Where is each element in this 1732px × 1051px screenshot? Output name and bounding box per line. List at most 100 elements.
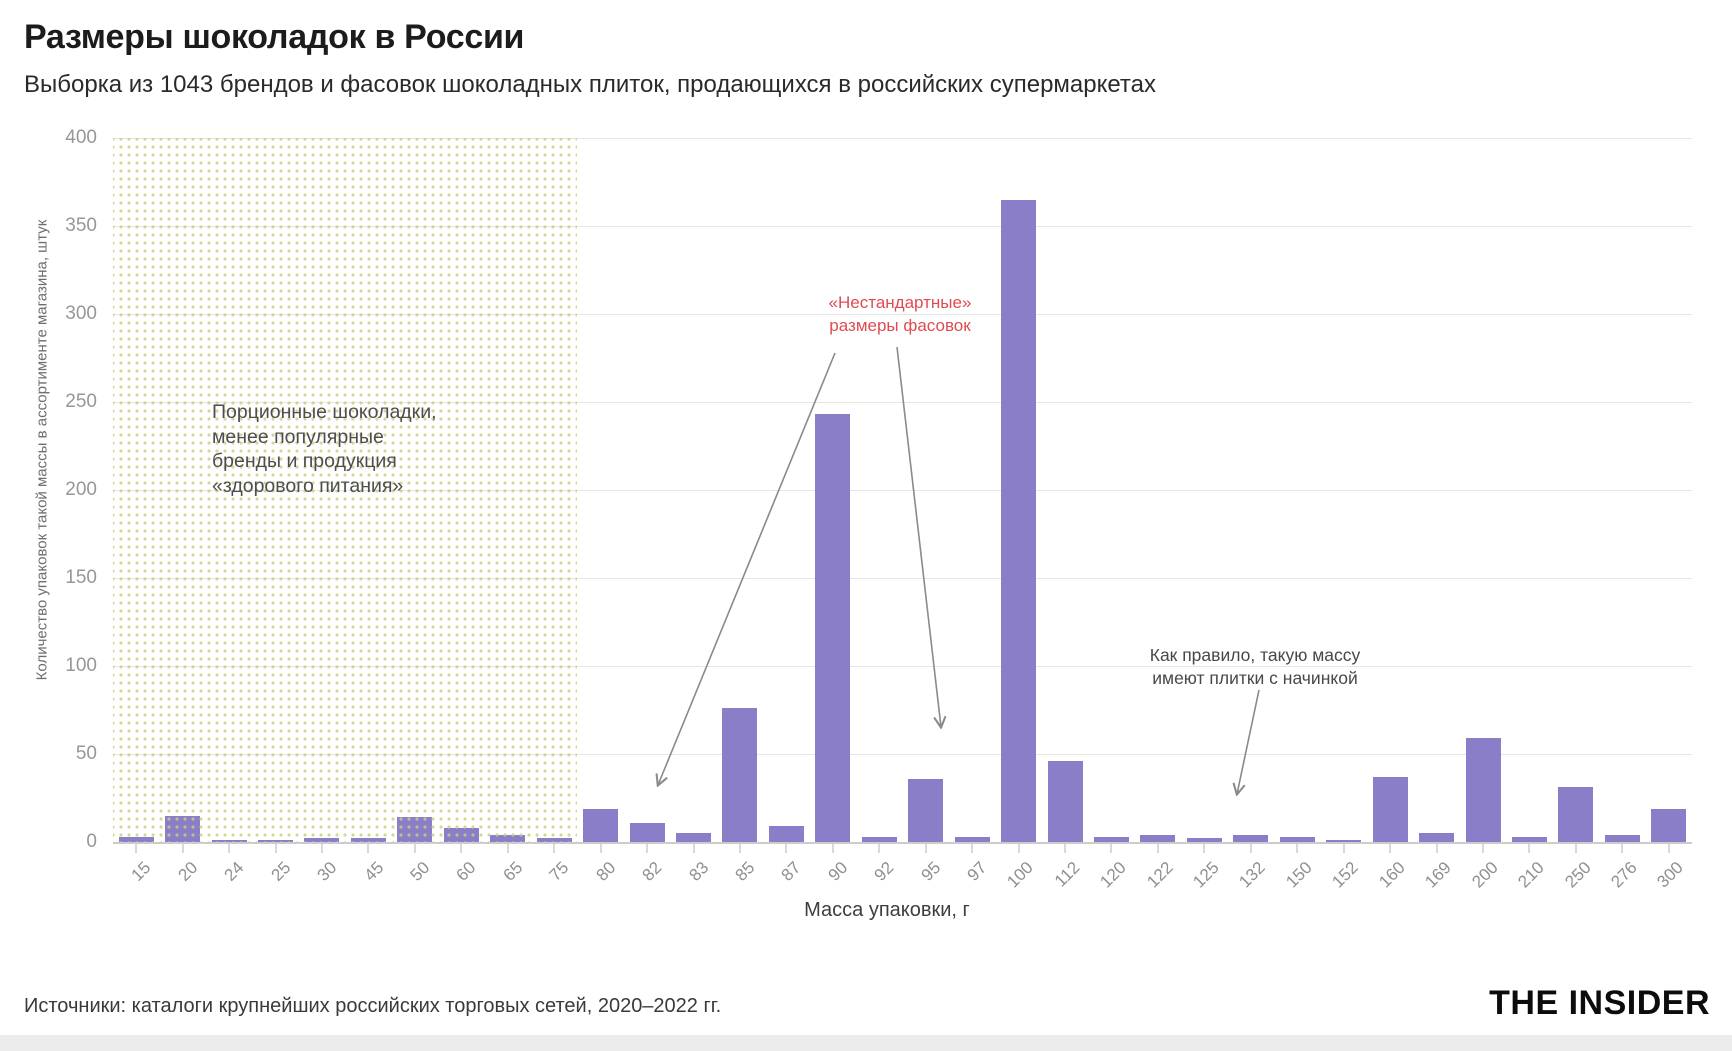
bar-97: [954, 836, 990, 842]
x-tick-97: [971, 844, 974, 853]
x-tick-100: [1017, 844, 1020, 853]
x-tick-122: [1156, 844, 1159, 853]
x-tick-label-200: 200: [1467, 858, 1502, 892]
x-tick-152: [1342, 844, 1345, 853]
page-subtitle: Выборка из 1043 брендов и фасовок шокола…: [24, 71, 1156, 98]
gridline-50: [113, 754, 1692, 755]
x-tick-87: [785, 844, 788, 853]
x-tick-label-65: 65: [499, 858, 527, 885]
x-tick-label-100: 100: [1003, 858, 1038, 892]
bar-87: [768, 826, 804, 842]
x-tick-160: [1389, 844, 1392, 853]
bar-210: [1511, 836, 1547, 842]
x-tick-169: [1435, 844, 1438, 853]
bar-125: [1186, 838, 1222, 842]
bar-95: [908, 778, 944, 842]
bar-169: [1419, 833, 1455, 842]
x-tick-label-150: 150: [1282, 858, 1316, 892]
x-tick-92: [878, 844, 881, 853]
bar-150: [1279, 836, 1315, 842]
annotation-portion-chocolates: Порционные шоколадки, менее популярные б…: [212, 401, 437, 497]
arrow-to-95: [896, 346, 941, 727]
x-tick-label-85: 85: [731, 858, 759, 885]
x-tick-label-30: 30: [313, 858, 341, 885]
y-tick-0: 0: [86, 831, 97, 852]
x-tick-label-92: 92: [870, 858, 898, 885]
sources-note: Источники: каталоги крупнейших российски…: [24, 995, 722, 1017]
bar-122: [1140, 834, 1176, 842]
bar-132: [1233, 834, 1269, 842]
annotation-filled-bars: Как правило, такую массу имеют плитки с …: [1149, 645, 1361, 688]
bar-160: [1372, 776, 1408, 842]
x-axis-title: Масса упаковки, г: [804, 899, 970, 921]
y-tick-200: 200: [65, 479, 97, 500]
x-tick-65: [506, 844, 509, 853]
x-tick-label-20: 20: [174, 858, 202, 885]
x-tick-label-25: 25: [267, 858, 294, 885]
x-tick-20: [181, 844, 184, 853]
x-tick-200: [1482, 844, 1484, 853]
gridline-300: [113, 314, 1692, 315]
x-tick-95: [924, 844, 927, 853]
y-axis-title: Количество упаковок такой массы в ассорт…: [33, 219, 51, 681]
x-tick-label-87: 87: [778, 858, 805, 885]
x-tick-label-15: 15: [127, 858, 155, 885]
bar-276: [1604, 834, 1640, 842]
bar-200: [1465, 738, 1501, 842]
x-tick-30: [320, 844, 323, 853]
x-tick-45: [367, 844, 370, 853]
brand-logo: THE INSIDER: [1489, 984, 1710, 1022]
bar-112: [1047, 761, 1083, 842]
bar-300: [1651, 808, 1687, 842]
x-tick-label-24: 24: [220, 858, 248, 885]
x-tick-83: [692, 844, 695, 853]
bar-82: [629, 822, 665, 842]
x-tick-label-300: 300: [1653, 858, 1688, 892]
bar-120: [1093, 836, 1129, 842]
x-tick-label-112: 112: [1050, 858, 1084, 891]
x-tick-210: [1528, 844, 1531, 853]
x-tick-125: [1203, 844, 1206, 853]
x-tick-112: [1064, 844, 1067, 853]
x-tick-label-50: 50: [406, 858, 434, 885]
x-tick-label-75: 75: [545, 858, 573, 885]
x-tick-50: [413, 844, 416, 853]
x-tick-120: [1110, 844, 1113, 853]
x-tick-label-122: 122: [1142, 858, 1177, 892]
x-tick-25: [274, 844, 277, 853]
bar-250: [1558, 787, 1594, 842]
bar-83: [676, 833, 711, 842]
x-tick-label-210: 210: [1514, 858, 1548, 892]
x-tick-75: [553, 844, 556, 853]
x-tick-label-250: 250: [1560, 858, 1595, 892]
y-tick-350: 350: [65, 215, 97, 236]
x-tick-label-152: 152: [1328, 858, 1363, 892]
y-tick-250: 250: [65, 391, 97, 412]
x-tick-276: [1621, 844, 1624, 853]
x-tick-label-45: 45: [360, 858, 387, 885]
x-tick-132: [1249, 844, 1252, 853]
bar-80: [583, 808, 619, 842]
x-tick-15: [135, 844, 138, 853]
x-tick-label-97: 97: [963, 858, 991, 885]
annotation-nonstandard-sizes: «Нестандартные» размеры фасовок: [828, 293, 972, 335]
x-tick-300: [1667, 844, 1670, 853]
x-tick-24: [228, 844, 231, 853]
x-tick-label-95: 95: [917, 858, 945, 885]
x-tick-label-82: 82: [638, 858, 666, 885]
arrow-to-132: [1237, 689, 1260, 794]
bar-100: [1001, 199, 1037, 842]
x-tick-label-80: 80: [592, 858, 620, 885]
y-tick-400: 400: [65, 127, 97, 148]
x-tick-150: [1296, 844, 1299, 853]
y-tick-50: 50: [75, 743, 97, 764]
x-tick-label-169: 169: [1421, 858, 1456, 892]
x-tick-label-90: 90: [824, 858, 852, 885]
x-tick-80: [599, 844, 602, 853]
bar-92: [861, 836, 897, 842]
bottom-strip: [0, 1035, 1732, 1051]
gridline-350: [113, 226, 1692, 227]
y-tick-300: 300: [65, 303, 97, 324]
x-tick-label-83: 83: [685, 858, 712, 885]
